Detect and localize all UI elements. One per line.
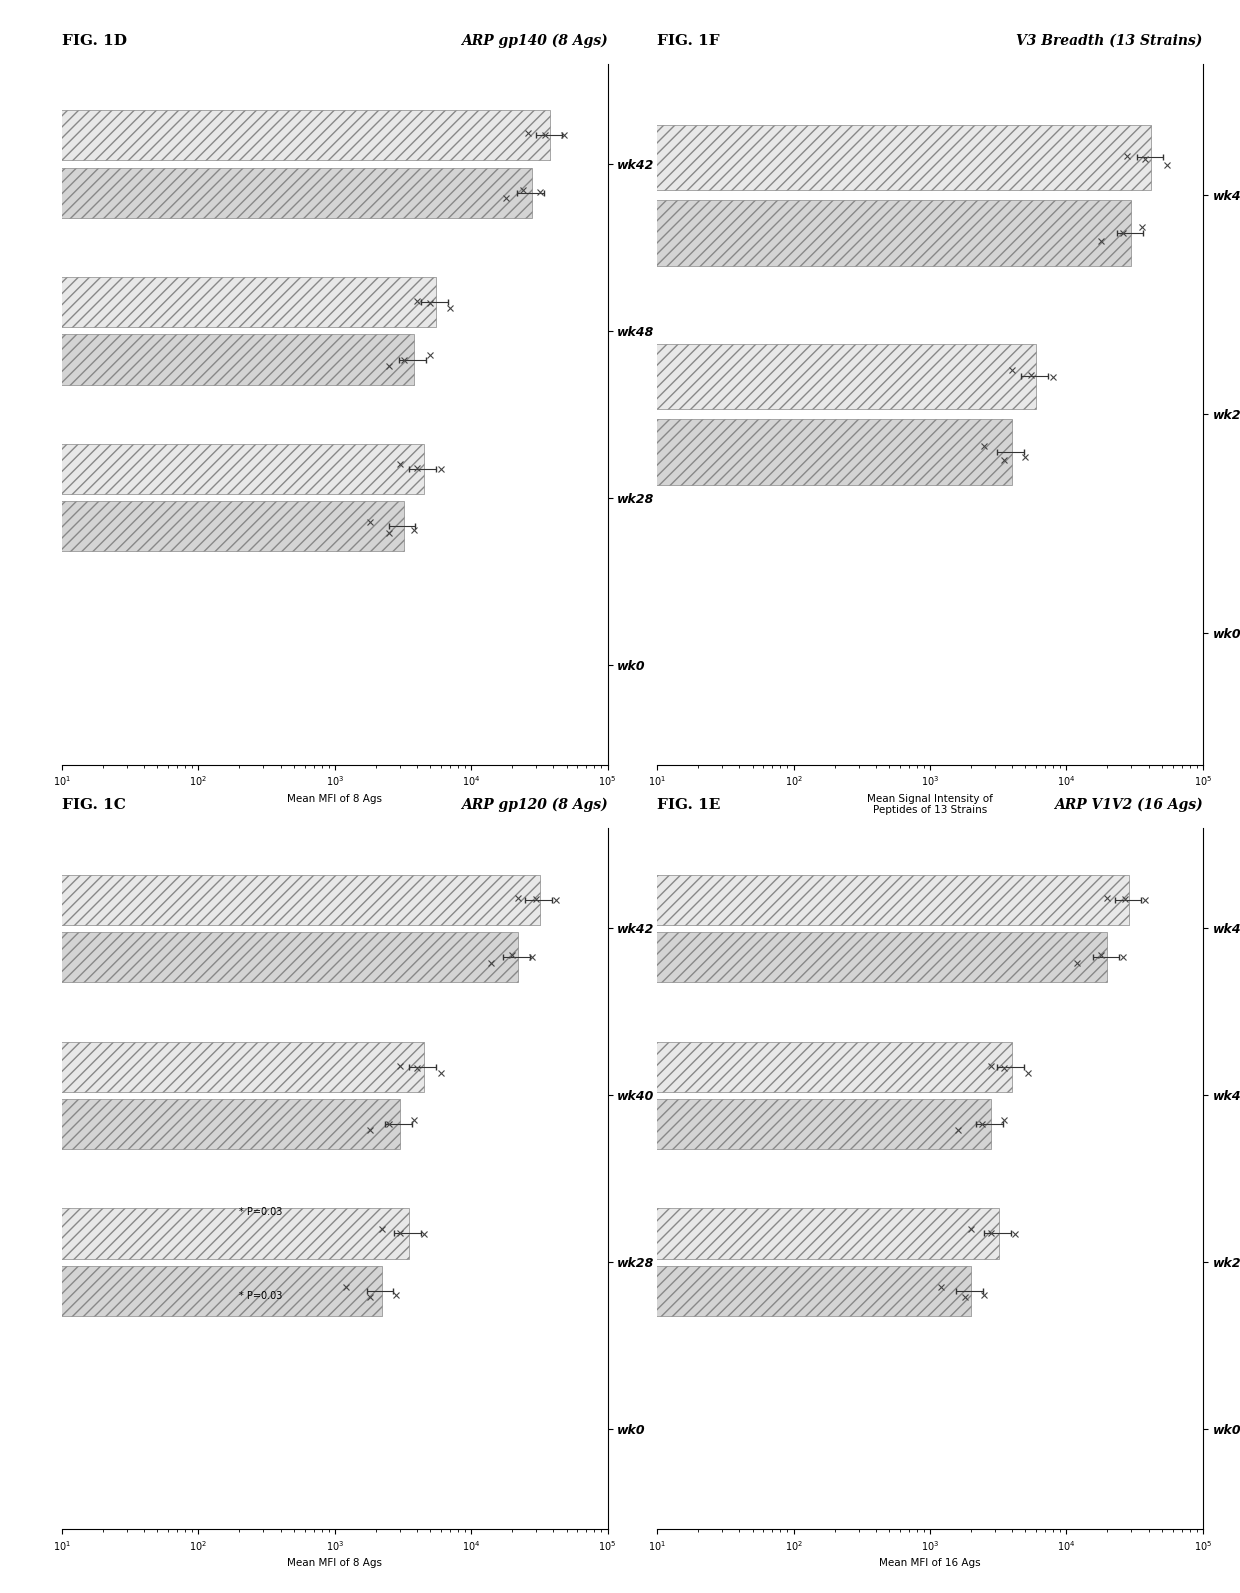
Text: * P=0.03: * P=0.03 xyxy=(239,1290,283,1300)
Bar xyxy=(0,932,1107,983)
Text: ARP gp120 (8 Ags): ARP gp120 (8 Ags) xyxy=(461,798,608,812)
Text: ARP V1V2 (16 Ags): ARP V1V2 (16 Ags) xyxy=(1054,798,1203,812)
Text: FIG. 1F: FIG. 1F xyxy=(657,33,720,48)
Bar xyxy=(0,124,1152,190)
Bar xyxy=(0,932,518,983)
Text: FIG. 1C: FIG. 1C xyxy=(62,798,126,812)
Text: FIG. 1D: FIG. 1D xyxy=(62,33,126,48)
Bar xyxy=(0,875,541,924)
Bar xyxy=(0,1099,991,1149)
Bar xyxy=(0,277,435,327)
Bar xyxy=(0,1209,999,1258)
Text: * P=0.03: * P=0.03 xyxy=(239,1207,283,1217)
Bar xyxy=(0,344,1037,409)
Bar xyxy=(0,1042,1012,1091)
Text: V3 Breadth (13 Strains): V3 Breadth (13 Strains) xyxy=(1017,33,1203,48)
Bar xyxy=(0,502,404,551)
Bar xyxy=(0,1266,971,1316)
Bar xyxy=(0,201,1131,266)
X-axis label: Mean MFI of 16 Ags: Mean MFI of 16 Ags xyxy=(879,1558,981,1569)
Bar xyxy=(0,1209,409,1258)
Bar xyxy=(0,444,424,494)
X-axis label: Mean MFI of 8 Ags: Mean MFI of 8 Ags xyxy=(288,793,382,804)
X-axis label: Mean Signal Intensity of
Peptides of 13 Strains: Mean Signal Intensity of Peptides of 13 … xyxy=(867,793,993,816)
Bar xyxy=(0,1266,382,1316)
Bar xyxy=(0,1042,424,1091)
X-axis label: Mean MFI of 8 Ags: Mean MFI of 8 Ags xyxy=(288,1558,382,1569)
Bar xyxy=(0,875,1130,924)
Text: FIG. 1E: FIG. 1E xyxy=(657,798,720,812)
Bar xyxy=(0,110,551,161)
Bar xyxy=(0,335,414,384)
Bar xyxy=(0,167,532,218)
Text: ARP gp140 (8 Ags): ARP gp140 (8 Ags) xyxy=(461,33,608,48)
Bar xyxy=(0,1099,399,1149)
Bar xyxy=(0,419,1012,484)
